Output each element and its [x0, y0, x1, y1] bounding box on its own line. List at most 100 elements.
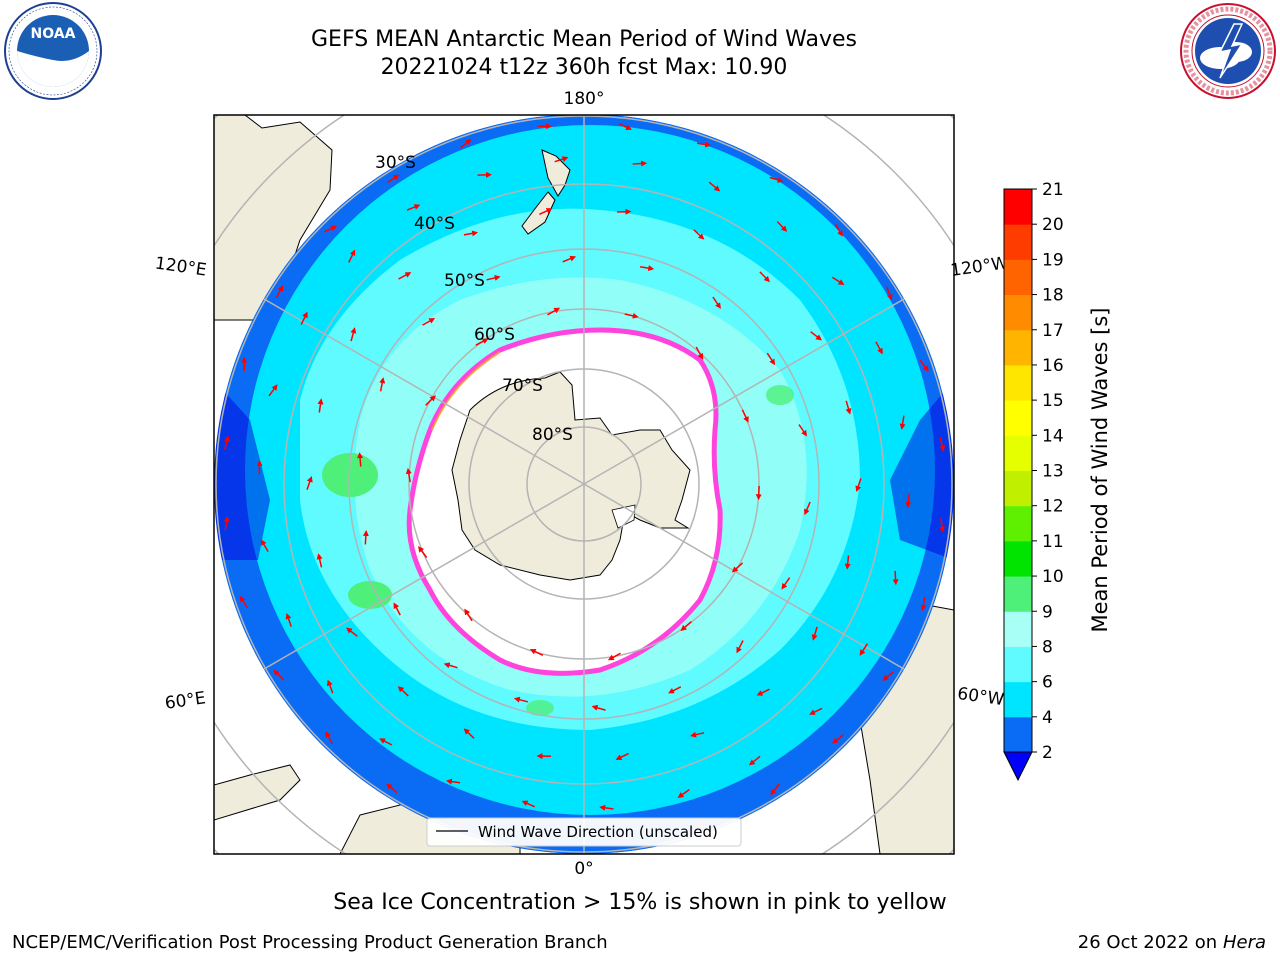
colorbar-segment	[1004, 329, 1032, 366]
colorbar-tick-label: 15	[1042, 391, 1064, 411]
wave-direction-arrow	[379, 738, 393, 746]
wave-direction-arrow	[736, 640, 744, 654]
wave-direction-arrow	[731, 562, 744, 573]
wave-direction-arrow	[260, 539, 269, 552]
wave-direction-arrow	[680, 621, 692, 632]
ice-caption: Sea Ice Concentration > 15% is shown in …	[333, 890, 947, 915]
wave-direction-arrow	[422, 318, 436, 326]
wave-direction-arrow	[285, 613, 292, 627]
colorbar-segment	[1004, 716, 1032, 753]
wave-direction-arrow	[668, 686, 682, 694]
wave-direction-arrow	[459, 138, 472, 149]
wave-direction-arrow	[405, 467, 412, 483]
colorbar-label: Mean Period of Wind Waves [s]	[1088, 308, 1112, 633]
footer-date: 26 Oct 2022 on Hera	[1078, 932, 1266, 953]
wave-direction-arrow	[690, 731, 705, 738]
wave-direction-arrow	[624, 312, 639, 319]
wave-direction-arrow	[591, 704, 606, 711]
wave-direction-arrow	[464, 608, 473, 622]
wave-direction-arrow	[759, 271, 770, 283]
wave-direction-arrow	[348, 249, 356, 263]
colorbar-tick-label: 19	[1042, 250, 1064, 270]
wave-direction-arrow	[618, 123, 632, 131]
wave-direction-arrow	[393, 602, 401, 616]
wave-direction-arrow	[539, 208, 553, 215]
wave-direction-arrow	[831, 276, 845, 285]
wave-direction-arrow	[599, 804, 614, 811]
wave-direction-arrow	[755, 485, 762, 501]
colorbar-tick-label: 12	[1042, 497, 1064, 517]
colorbar-tick-label: 17	[1042, 321, 1064, 341]
colorbar-tick-label: 16	[1042, 356, 1064, 376]
wave-direction-arrow	[845, 400, 852, 415]
colorbar-tick-label: 10	[1042, 567, 1064, 587]
colorbar-tick-label: 8	[1042, 637, 1053, 657]
wave-direction-arrow	[939, 437, 946, 452]
wave-direction-arrow	[892, 570, 899, 586]
colorbar-segment	[1004, 224, 1032, 260]
colorbar-extend-triangle	[1003, 751, 1033, 782]
wave-direction-arrow	[300, 311, 308, 325]
colorbar-segment	[1004, 259, 1032, 296]
map-legend: Wind Wave Direction (unscaled)	[426, 817, 742, 847]
colorbar-tick-label: 4	[1042, 708, 1053, 728]
wave-direction-arrow	[397, 686, 409, 697]
wave-direction-arrow	[379, 377, 386, 392]
wave-direction-arrow	[357, 452, 364, 467]
lon-label-0: 0°	[574, 859, 593, 879]
colorbar-tick-label: 11	[1042, 532, 1064, 552]
wave-direction-arrow	[920, 596, 927, 612]
colorbar-segment	[1004, 646, 1032, 683]
wave-direction-arrow	[326, 679, 334, 694]
wave-direction-arrow	[425, 395, 436, 406]
wave-direction-arrow	[275, 285, 284, 299]
wave-direction-arrow	[406, 204, 421, 211]
wave-direction-arrow	[345, 627, 358, 637]
wave-direction-arrow	[939, 518, 946, 533]
wave-direction-arrow	[443, 662, 458, 669]
wave-direction-arrow	[770, 783, 780, 796]
lat-label-80s: 80°S	[532, 425, 573, 445]
wave-direction-arrow	[882, 671, 894, 681]
wave-direction-arrow	[268, 384, 278, 397]
wave-direction-arrow	[223, 435, 230, 450]
wave-direction-arrow	[562, 255, 577, 263]
wave-direction-arrow	[325, 731, 333, 745]
wave-direction-arrow	[693, 229, 705, 240]
colorbar-segment	[1004, 435, 1032, 471]
wave-direction-arrow	[323, 225, 338, 233]
wave-direction-arrow	[712, 296, 721, 309]
wave-direction-arrow	[632, 160, 648, 167]
wave-direction-arrow	[855, 478, 862, 492]
wave-direction-arrow	[696, 141, 712, 148]
legend-label: Wind Wave Direction (unscaled)	[478, 823, 718, 841]
wave-direction-arrow	[554, 156, 569, 163]
wave-direction-arrow	[475, 338, 489, 346]
colorbar-segment	[1004, 681, 1032, 718]
wave-direction-arrow	[273, 669, 284, 681]
wave-direction-arrow	[547, 307, 561, 316]
wave-direction-arrow	[905, 493, 912, 509]
colorbar-segment	[1004, 294, 1032, 331]
wave-direction-arrow	[804, 501, 811, 516]
wave-direction-arrow	[741, 409, 749, 423]
wave-direction-arrow	[513, 696, 528, 703]
wave-direction-arrow	[899, 415, 906, 430]
lon-label-60e: 60°E	[164, 688, 207, 713]
nws-logo	[1180, 3, 1276, 99]
wave-direction-arrow	[769, 176, 784, 183]
colorbar-tick-label: 2	[1042, 743, 1053, 763]
colorbar-segment	[1004, 611, 1032, 647]
wave-direction-arrow	[306, 476, 313, 490]
wave-direction-arrow	[418, 546, 428, 559]
colorbar-segment	[1004, 540, 1032, 577]
colorbar: 2 4 6 8 9 10 11 12 13 14 15 16 17 18 19 20 21	[1003, 180, 1064, 782]
footer-host: Hera	[1222, 932, 1266, 953]
graticule	[215, 115, 953, 854]
wave-direction-arrow	[766, 352, 776, 366]
noaa-logo-text: NOAA	[31, 26, 76, 42]
colorbar-segment	[1004, 189, 1032, 225]
wave-direction-arrow	[317, 398, 324, 413]
wave-direction-arrow	[463, 728, 475, 739]
